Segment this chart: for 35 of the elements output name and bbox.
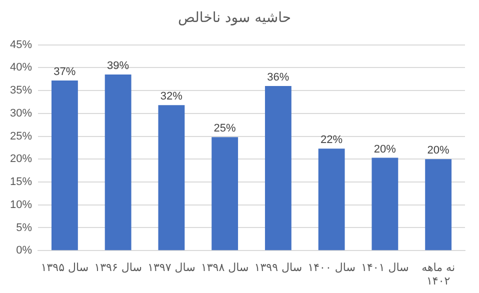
x-tick-label: سال ۱۴۰۰ [308,261,356,274]
x-tick-label: سال ۱۳۹۶ [94,261,142,274]
x-tick-label: سال ۱۳۹۷ [148,261,196,274]
data-label: 39% [107,60,130,72]
bar [158,105,185,250]
y-tick-label: 40% [10,62,32,74]
bar [425,159,452,250]
x-tick-label: سال ۱۳۹۹ [254,261,302,274]
data-label: 36% [267,71,290,84]
x-tick-label: سال ۱۳۹۵ [40,261,89,274]
chart-title: حاشیه سود ناخالص [178,10,291,26]
y-tick-label: 5% [16,222,32,234]
bar [318,148,345,250]
y-tick-label: 25% [10,130,32,142]
y-tick-label: 20% [10,153,32,166]
data-label: 25% [214,122,236,135]
data-label: 37% [54,66,76,78]
bar [104,74,132,250]
data-label: 32% [160,90,183,103]
x-tick-label: سال ۱۴۰۱ [361,261,409,274]
bar [264,86,292,250]
y-tick-label: 15% [10,176,32,188]
y-tick-label: 10% [10,198,32,211]
x-tick-label: سال ۱۳۹۸ [200,261,249,274]
y-tick-label: 30% [10,107,32,120]
data-label: 20% [427,144,450,157]
data-label: 20% [374,143,396,156]
y-tick-label: 35% [10,84,32,97]
y-tick-label: 0% [16,244,32,257]
y-tick-label: 45% [10,38,32,51]
bar [212,137,238,250]
x-tick-label: نه ماهه ۱۴۰۲ [422,261,456,288]
data-label: 22% [320,134,343,146]
bar [51,80,78,250]
bar [372,158,398,250]
